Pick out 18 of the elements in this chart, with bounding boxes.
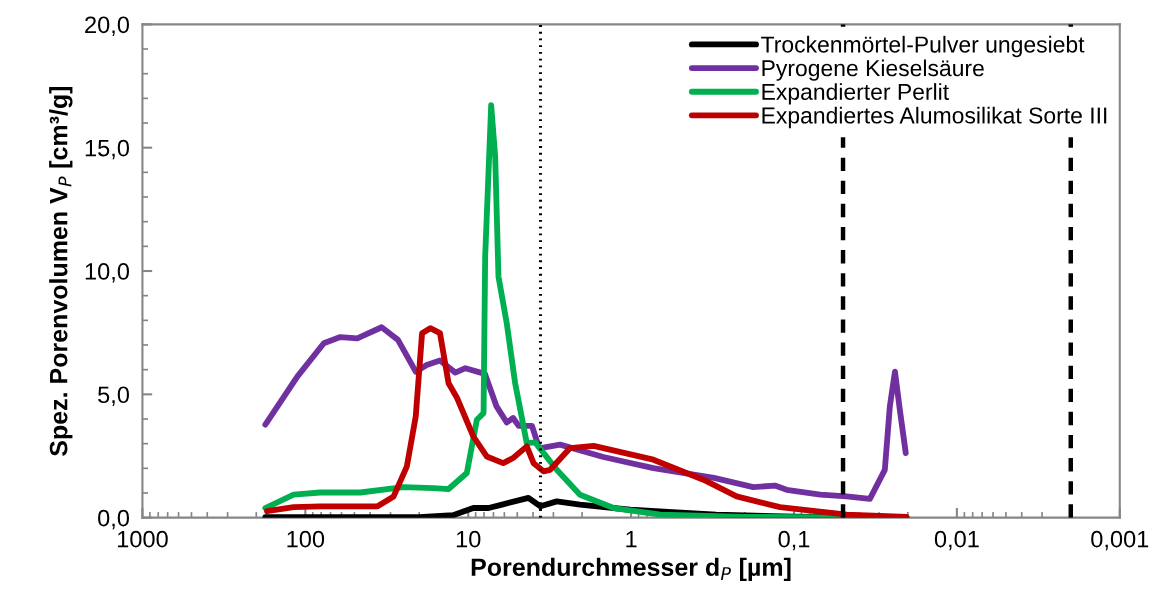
legend-label: Expandierter Perlit (762, 83, 949, 105)
x-tick-label: 100 (287, 530, 325, 548)
legend-label: Expandiertes Alumosilikat Sorte III (762, 106, 1107, 129)
y-axis-title: Spez. Porenvolumen V$_{P}$ [cm³/g] (49, 86, 73, 457)
legend-label: Pyrogene Kieselsäure (762, 59, 984, 81)
x-axis-title: Porendurchmesser d$_{P}$ [µm] (471, 557, 791, 582)
y-tick-label: 5,0 (98, 386, 130, 406)
x-tick-label: 10 (456, 530, 481, 548)
legend-label: Trockenmörtel-Pulver ungesiebt (761, 35, 1085, 58)
x-tick-label: 0,001 (1091, 530, 1149, 551)
y-tick-label: 20,0 (85, 16, 130, 36)
y-tick-label: 0,0 (98, 509, 130, 530)
y-tick-label: 15,0 (85, 139, 130, 160)
x-tick-label: 0,01 (934, 530, 979, 551)
x-tick-label: 1 (626, 531, 637, 548)
y-tick-label: 10,0 (85, 263, 130, 283)
x-tick-label: 0,1 (778, 530, 810, 551)
x-tick-label: 1000 (117, 530, 168, 548)
